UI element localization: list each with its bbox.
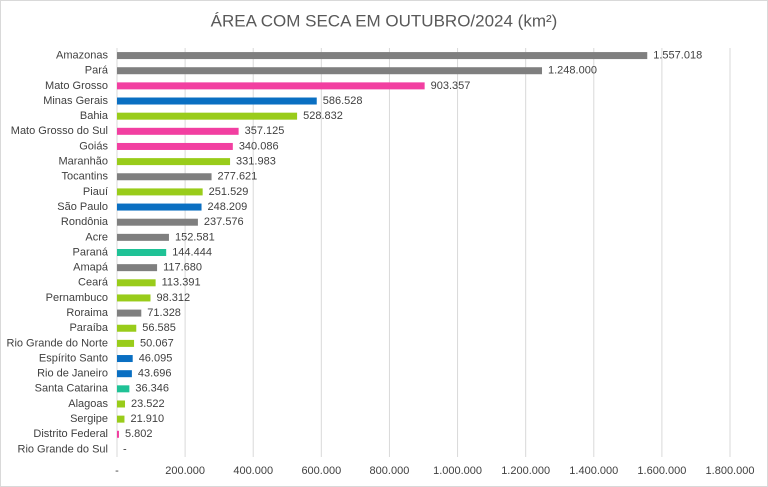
y-tick-label: Minas Gerais <box>43 95 108 107</box>
bar <box>117 173 212 181</box>
bar <box>117 97 317 105</box>
y-tick-label: Santa Catarina <box>35 383 109 395</box>
data-label: 144.444 <box>172 246 212 258</box>
data-label: 21.910 <box>130 413 164 425</box>
x-tick-label: 400.000 <box>233 465 273 477</box>
bar <box>117 430 119 438</box>
bar <box>117 324 137 332</box>
x-tick-label: 600.000 <box>301 465 341 477</box>
bar <box>117 188 203 196</box>
data-label: 43.696 <box>138 368 172 380</box>
data-label: 113.391 <box>162 277 201 289</box>
data-label: 5.802 <box>125 428 153 440</box>
data-label: 98.312 <box>156 292 190 304</box>
bar <box>117 52 648 60</box>
bar <box>117 67 543 75</box>
data-label: 237.576 <box>204 216 244 228</box>
bar <box>117 142 233 150</box>
bar <box>117 294 151 302</box>
y-tick-label: Tocantins <box>62 171 109 183</box>
bar <box>117 415 125 423</box>
y-tick-label: Roraima <box>66 307 108 319</box>
y-tick-label: Espírito Santo <box>39 352 108 364</box>
data-label: 23.522 <box>131 398 165 410</box>
bar <box>117 249 167 256</box>
y-tick-label: Pernambuco <box>46 292 108 304</box>
bar <box>117 264 158 272</box>
data-label: 251.529 <box>209 186 249 198</box>
data-label: 340.086 <box>239 140 279 152</box>
y-tick-label: Rio Grande do Norte <box>7 337 109 349</box>
bar <box>117 309 142 317</box>
bar <box>117 279 156 287</box>
y-tick-label: Sergipe <box>70 413 108 425</box>
y-tick-label: Alagoas <box>68 398 108 410</box>
x-tick-label: 1.400.000 <box>569 465 618 477</box>
y-tick-label: Pará <box>85 65 109 77</box>
y-tick-label: São Paulo <box>57 201 108 213</box>
data-label: 277.621 <box>218 171 258 183</box>
data-label: 357.125 <box>245 125 285 137</box>
data-label: 46.095 <box>139 352 173 364</box>
y-tick-label: Amapá <box>73 262 109 274</box>
x-tick-label: 800.000 <box>370 465 410 477</box>
bar <box>117 203 202 211</box>
y-tick-label: Acre <box>85 231 108 243</box>
bar <box>117 339 135 347</box>
data-label: 71.328 <box>147 307 181 319</box>
y-tick-label: Mato Grosso do Sul <box>11 125 108 137</box>
data-label: 1.557.018 <box>653 49 702 61</box>
x-tick-label: 1.600.000 <box>637 465 686 477</box>
chart-title: ÁREA COM SECA EM OUTUBRO/2024 (km²) <box>211 11 558 30</box>
data-label: 50.067 <box>140 337 174 349</box>
data-label: 586.528 <box>323 95 363 107</box>
y-tick-label: Distrito Federal <box>33 428 108 440</box>
y-tick-label: Piauí <box>83 186 108 198</box>
x-tick-label: - <box>115 465 119 477</box>
data-label: 152.581 <box>175 231 215 243</box>
data-label: 248.209 <box>208 201 248 213</box>
bar <box>117 218 198 226</box>
data-label: - <box>123 443 127 455</box>
x-tick-label: 1.000.000 <box>433 465 482 477</box>
bar <box>117 112 298 120</box>
data-label: 331.983 <box>236 156 276 168</box>
x-tick-label: 1.800.000 <box>706 465 755 477</box>
data-label: 528.832 <box>303 110 343 122</box>
y-tick-label: Rondônia <box>61 216 109 228</box>
data-label: 36.346 <box>135 383 169 395</box>
y-tick-label: Rio de Janeiro <box>37 368 108 380</box>
data-label: 117.680 <box>163 262 202 274</box>
y-tick-label: Goiás <box>79 140 108 152</box>
bar <box>117 370 132 378</box>
bar <box>117 385 130 393</box>
data-label: 56.585 <box>142 322 176 334</box>
bar <box>117 355 133 363</box>
y-tick-label: Bahia <box>80 110 109 122</box>
y-tick-label: Ceará <box>78 277 109 289</box>
bar <box>117 158 231 166</box>
bar <box>117 400 126 408</box>
y-tick-label: Mato Grosso <box>45 80 108 92</box>
bar <box>117 127 239 135</box>
y-tick-label: Maranhão <box>58 156 108 168</box>
data-label: 1.248.000 <box>548 65 597 77</box>
bar <box>117 82 425 90</box>
x-tick-label: 1.200.000 <box>501 465 550 477</box>
data-label: 903.357 <box>431 80 471 92</box>
y-tick-label: Paraná <box>73 246 109 258</box>
x-tick-label: 200.000 <box>165 465 205 477</box>
y-tick-label: Rio Grande do Sul <box>18 443 109 455</box>
bar <box>117 233 169 241</box>
y-tick-label: Paraíba <box>69 322 108 334</box>
y-tick-label: Amazonas <box>56 49 108 61</box>
